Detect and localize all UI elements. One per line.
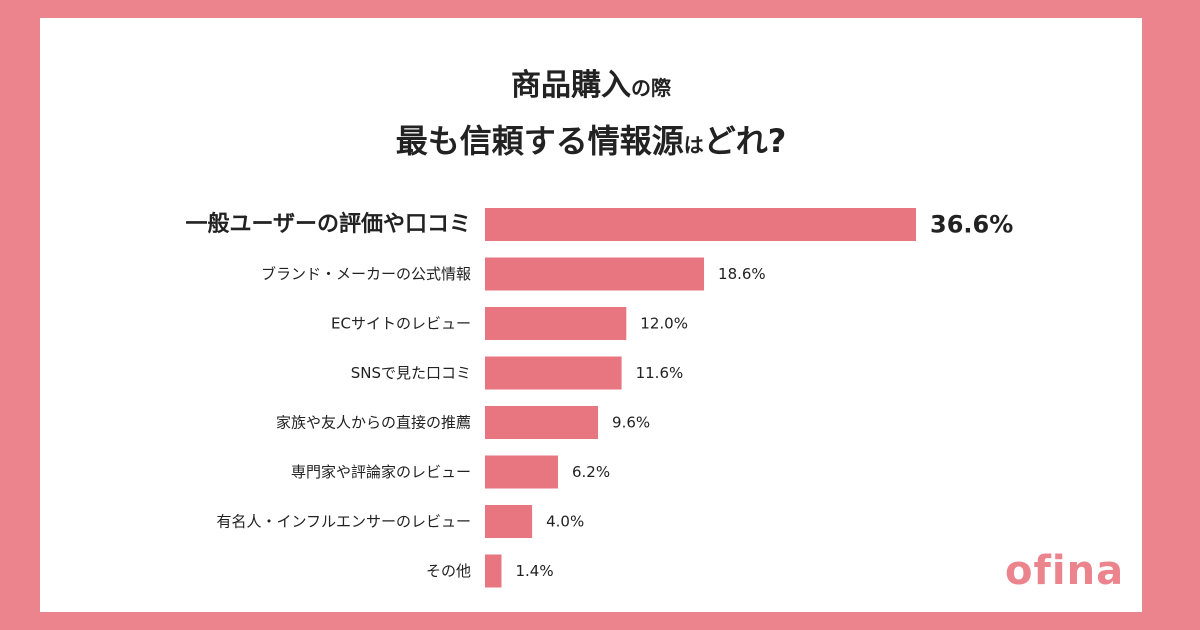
value-label-8: 1.4% (515, 562, 553, 580)
category-label-2: ブランド・メーカーの公式情報 (261, 265, 471, 283)
value-label-1: 36.6% (930, 211, 1013, 239)
value-label-6: 6.2% (572, 463, 610, 481)
value-label-7: 4.0% (546, 513, 584, 531)
title-line-2-part1: 最も信頼する情報源 (395, 122, 684, 160)
title-line-1: 商品購入の際 (40, 64, 1142, 110)
bar-2 (485, 257, 705, 291)
bar-chart: 一般ユーザーの評価や口コミ 36.6% ブランド・メーカーの公式情報 18.6% ECサ… (185, 208, 1013, 588)
bar-1 (485, 208, 916, 241)
category-label-7: 有名人・インフルエンサーのレビュー (216, 513, 471, 531)
title-line-2-part2: どれ? (703, 122, 787, 160)
category-label-4: SNSで見た口コミ (351, 364, 471, 382)
category-label-5: 家族や友人からの直接の推薦 (276, 414, 471, 432)
value-label-2: 18.6% (718, 265, 766, 283)
category-label-3: ECサイトのレビュー (331, 315, 471, 333)
bar-3 (485, 307, 627, 340)
value-label-3: 12.0% (640, 315, 688, 333)
title-line-1-small: の際 (631, 76, 671, 100)
bar-6 (485, 455, 559, 489)
bar-8 (485, 554, 502, 588)
value-label-4: 11.6% (636, 364, 684, 382)
value-label-5: 9.6% (612, 414, 650, 432)
title-line-1-main: 商品購入 (511, 68, 631, 103)
bar-7 (485, 505, 533, 538)
bar-4 (485, 356, 622, 390)
bar-5 (485, 406, 599, 439)
title-line-2-small: は (683, 133, 704, 157)
category-label-6: 専門家や評論家のレビュー (291, 463, 471, 481)
category-label-1: 一般ユーザーの評価や口コミ (185, 211, 471, 237)
title-line-2: 最も信頼する情報源はどれ? (40, 116, 1142, 170)
brand-logo: ofina (1005, 548, 1125, 594)
category-label-8: その他 (426, 562, 471, 580)
chart-card: 商品購入の際 最も信頼する情報源はどれ? 一般ユーザーの評価や口コミ 36.6% ブ… (40, 18, 1142, 612)
chart-title: 商品購入の際 最も信頼する情報源はどれ? (40, 64, 1142, 170)
